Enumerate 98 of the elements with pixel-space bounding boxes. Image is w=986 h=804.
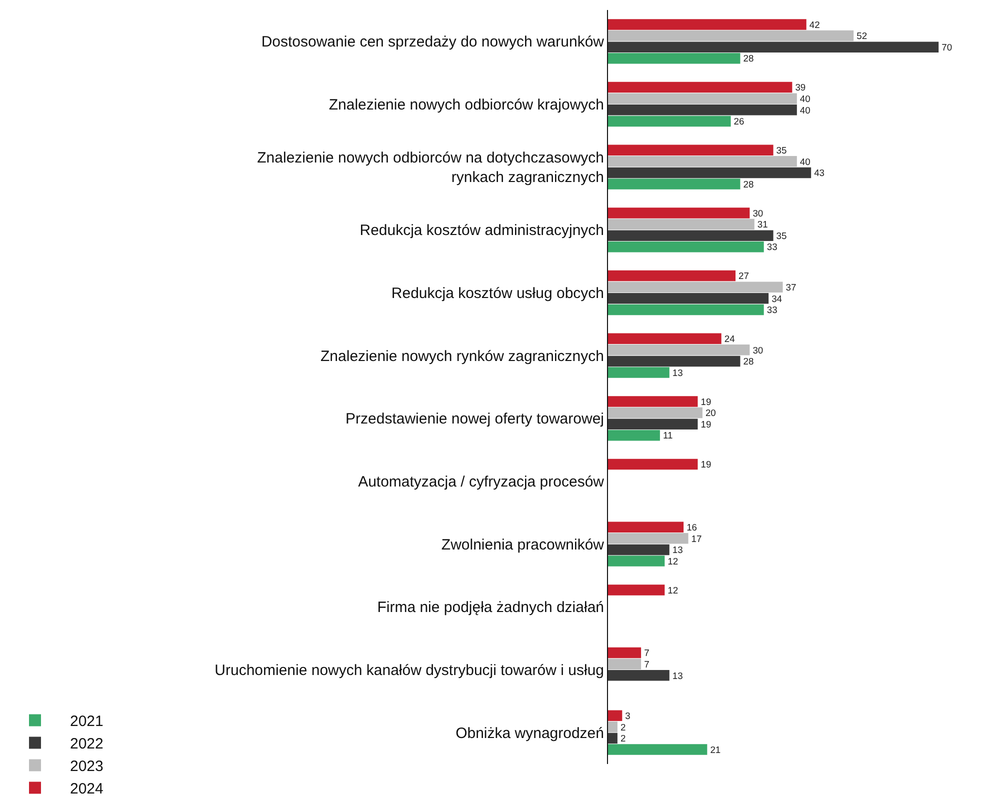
y-tick-label: Redukcja kosztów usług obcych bbox=[391, 285, 604, 302]
y-tick-label: Zwolnienia pracowników bbox=[441, 536, 604, 554]
data-label: 52 bbox=[856, 30, 868, 42]
data-label: 24 bbox=[724, 332, 735, 344]
y-tick-label: Redukcja kosztów administracyjnych bbox=[360, 222, 604, 240]
bar bbox=[608, 156, 797, 167]
data-label: 33 bbox=[766, 241, 778, 252]
data-label: 12 bbox=[668, 555, 678, 566]
bar bbox=[608, 658, 642, 670]
y-tick-label: Firma nie podjęła żadnych działań bbox=[377, 599, 604, 616]
data-label: 43 bbox=[814, 167, 825, 178]
bar bbox=[608, 544, 670, 556]
y-tick-label: Znalezienie nowych odbiorców krajowych bbox=[328, 96, 604, 114]
bar bbox=[608, 178, 740, 190]
bar bbox=[608, 116, 731, 127]
data-label: 3 bbox=[625, 710, 630, 721]
y-tick-label: Uruchomienie nowych kanałów dystrybucji towarów i usług bbox=[214, 662, 604, 679]
bar bbox=[608, 710, 622, 721]
data-label: 27 bbox=[738, 270, 749, 282]
data-label: 13 bbox=[672, 544, 683, 556]
bar bbox=[608, 418, 698, 430]
legend-label: 2021 bbox=[70, 713, 104, 730]
bar bbox=[608, 293, 769, 304]
bar bbox=[608, 304, 764, 316]
bar bbox=[608, 270, 736, 282]
data-label: 34 bbox=[772, 292, 782, 304]
bar bbox=[608, 144, 774, 156]
data-label: 30 bbox=[752, 207, 764, 218]
data-label: 7 bbox=[644, 647, 650, 658]
bar bbox=[608, 744, 708, 755]
data-label: 33 bbox=[766, 304, 778, 316]
bar bbox=[608, 230, 774, 241]
bar bbox=[608, 42, 939, 52]
bar bbox=[608, 19, 806, 30]
data-label: 19 bbox=[700, 418, 712, 430]
data-label: 37 bbox=[786, 281, 796, 292]
y-tick-label: Obniżka wynagrodzeń bbox=[456, 724, 604, 742]
bar bbox=[608, 407, 702, 418]
y-tick-label: Znalezienie nowych rynków zagranicznych bbox=[320, 348, 604, 365]
bar bbox=[608, 522, 684, 532]
bar bbox=[608, 732, 618, 744]
data-label: 12 bbox=[668, 584, 678, 596]
bar bbox=[608, 396, 698, 407]
data-label: 40 bbox=[800, 156, 810, 167]
bar bbox=[608, 167, 812, 178]
y-tick-label: Dostosowanie cen sprzedaży do nowych warunków bbox=[261, 34, 604, 51]
data-label: 19 bbox=[700, 458, 712, 470]
y-tick-label: Przedstawienie nowej oferty towarowej bbox=[346, 410, 604, 428]
legend-label: 2024 bbox=[70, 780, 104, 798]
data-label: 28 bbox=[743, 356, 754, 367]
data-label: 2 bbox=[620, 721, 626, 732]
bar bbox=[608, 242, 764, 252]
data-label: 40 bbox=[800, 104, 810, 116]
data-label: 70 bbox=[942, 41, 952, 52]
data-label: 28 bbox=[743, 178, 754, 190]
data-label: 35 bbox=[776, 144, 787, 156]
data-label: 39 bbox=[795, 82, 806, 93]
data-label: 30 bbox=[752, 344, 764, 356]
data-label: 35 bbox=[776, 230, 787, 241]
bar bbox=[608, 647, 642, 658]
bar bbox=[608, 282, 783, 292]
data-label: 42 bbox=[809, 18, 820, 30]
y-tick-label: Znalezienie nowych odbiorców na dotychczasowych rynkach zagranicznych bbox=[257, 150, 604, 186]
bar bbox=[608, 82, 792, 93]
data-label: 13 bbox=[672, 366, 683, 378]
bar bbox=[608, 584, 665, 596]
bar bbox=[608, 93, 797, 104]
data-label: 7 bbox=[644, 658, 650, 670]
data-label: 16 bbox=[686, 521, 698, 532]
bar bbox=[608, 722, 618, 732]
bar bbox=[608, 53, 740, 64]
bar bbox=[608, 344, 750, 356]
bar bbox=[608, 430, 660, 441]
bar bbox=[608, 333, 722, 344]
bar bbox=[608, 104, 797, 116]
data-label: 2 bbox=[620, 732, 626, 744]
bar bbox=[608, 556, 665, 566]
data-label: 11 bbox=[662, 430, 673, 441]
data-label: 31 bbox=[757, 218, 768, 230]
bar bbox=[608, 218, 754, 230]
bar bbox=[608, 458, 698, 470]
y-tick-label: Automatyzacja / cyfryzacja procesów bbox=[358, 474, 604, 490]
data-label: 40 bbox=[800, 92, 810, 104]
legend-label: 2022 bbox=[70, 736, 104, 753]
bar bbox=[608, 356, 740, 367]
bar bbox=[608, 367, 670, 378]
data-label: 28 bbox=[743, 52, 754, 64]
bar bbox=[608, 208, 750, 218]
data-label: 26 bbox=[734, 116, 744, 127]
bar bbox=[608, 30, 854, 42]
data-label: 13 bbox=[672, 670, 683, 681]
data-label: 21 bbox=[710, 744, 721, 755]
bar bbox=[608, 533, 688, 544]
bar bbox=[608, 670, 670, 681]
data-label: 19 bbox=[700, 396, 712, 407]
data-label: 17 bbox=[691, 532, 702, 544]
legend-label: 2023 bbox=[70, 758, 104, 776]
data-label: 20 bbox=[705, 407, 716, 418]
